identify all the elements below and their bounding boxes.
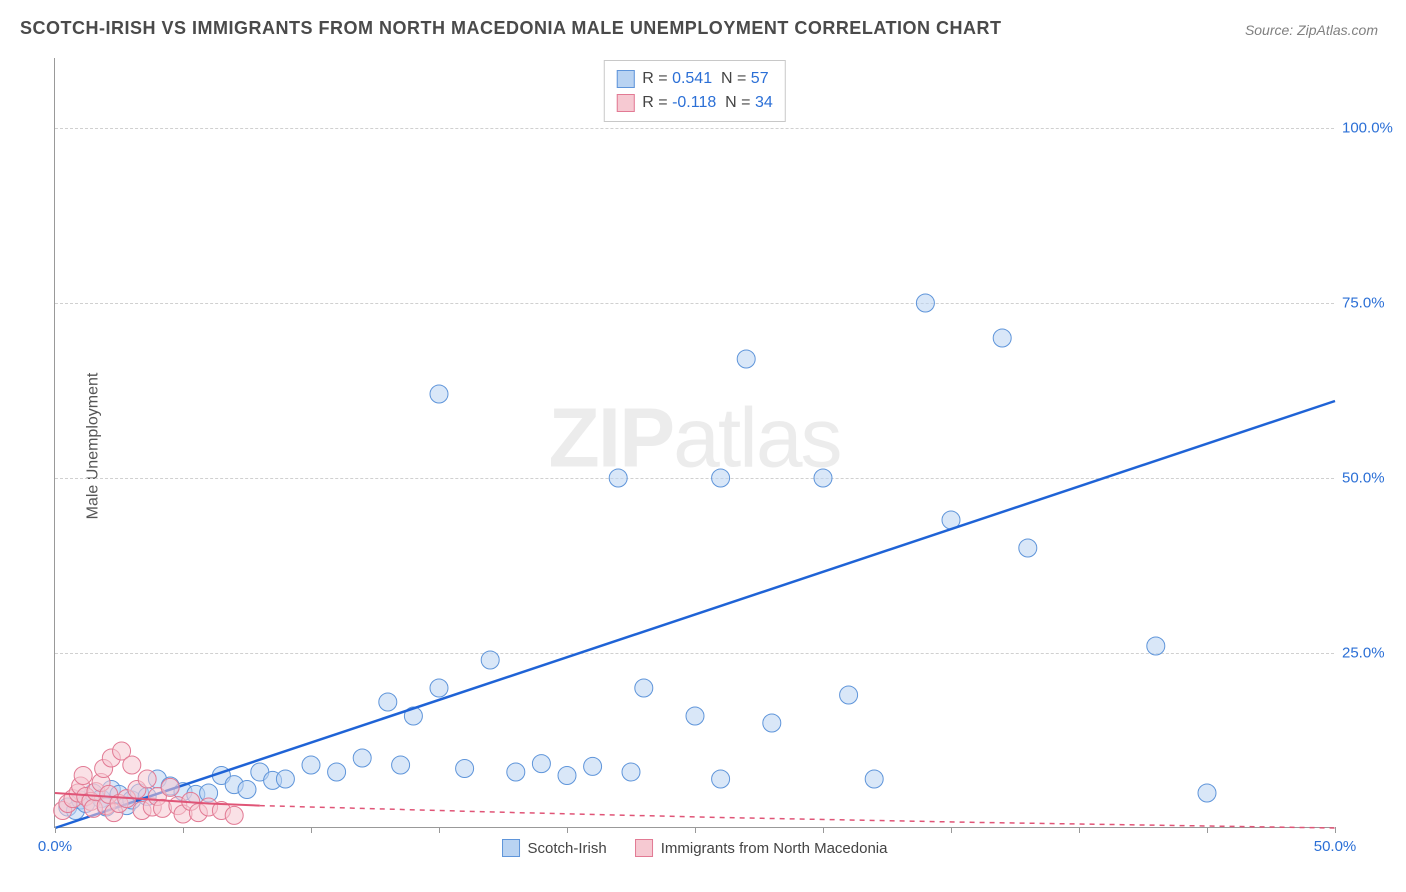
legend-item: Scotch-Irish [502,839,607,857]
y-tick-label: 75.0% [1342,295,1398,312]
legend-item: Immigrants from North Macedonia [635,839,888,857]
x-tick [1207,827,1208,833]
scatter-point [712,770,730,788]
legend-swatch [616,94,634,112]
legend-swatch [616,70,634,88]
scatter-point [622,763,640,781]
y-tick-label: 100.0% [1342,120,1398,137]
stats-row: R = 0.541 N = 57 [616,67,772,91]
scatter-point [916,294,934,312]
legend-label: Scotch-Irish [528,840,607,857]
scatter-point [814,469,832,487]
legend-swatch [635,839,653,857]
x-tick-label: 0.0% [38,838,72,855]
legend-label: Immigrants from North Macedonia [661,840,888,857]
x-tick [951,827,952,833]
trend-curve-dashed [260,806,1335,828]
scatter-point [865,770,883,788]
scatter-point [712,469,730,487]
scatter-point [1147,637,1165,655]
plot-area: ZIPatlas R = 0.541 N = 57R = -0.118 N = … [54,58,1334,828]
x-tick [567,827,568,833]
x-tick [183,827,184,833]
x-tick [823,827,824,833]
scatter-point [430,679,448,697]
x-tick [439,827,440,833]
scatter-point [840,686,858,704]
scatter-point [123,756,141,774]
scatter-point [763,714,781,732]
scatter-point [609,469,627,487]
scatter-point [302,756,320,774]
y-tick-label: 25.0% [1342,645,1398,662]
x-tick [1335,827,1336,833]
scatter-point [138,770,156,788]
x-tick [311,827,312,833]
x-tick [55,827,56,833]
legend-swatch [502,839,520,857]
scatter-point [584,757,602,775]
scatter-point [353,749,371,767]
scatter-point [328,763,346,781]
source-attribution: Source: ZipAtlas.com [1245,22,1378,38]
scatter-point [74,767,92,785]
stats-text: R = 0.541 N = 57 [642,67,768,91]
y-tick-label: 50.0% [1342,470,1398,487]
trend-line [55,401,1335,828]
x-tick [1079,827,1080,833]
scatter-point [993,329,1011,347]
chart-title: SCOTCH-IRISH VS IMMIGRANTS FROM NORTH MA… [20,18,1001,39]
scatter-point [507,763,525,781]
scatter-point [737,350,755,368]
scatter-point [392,756,410,774]
scatter-point [276,770,294,788]
scatter-point [686,707,704,725]
scatter-point [1198,784,1216,802]
x-tick-label: 50.0% [1314,838,1357,855]
scatter-point [481,651,499,669]
scatter-point [161,778,179,796]
series-legend: Scotch-Irish Immigrants from North Macedo… [502,839,888,857]
correlation-stats-legend: R = 0.541 N = 57R = -0.118 N = 34 [603,60,785,122]
scatter-point [558,767,576,785]
scatter-point [456,760,474,778]
x-tick [695,827,696,833]
scatter-point [238,781,256,799]
scatter-point [532,755,550,773]
scatter-point [430,385,448,403]
scatter-point [379,693,397,711]
chart-container: SCOTCH-IRISH VS IMMIGRANTS FROM NORTH MA… [0,0,1406,892]
stats-row: R = -0.118 N = 34 [616,91,772,115]
scatter-point [1019,539,1037,557]
scatter-point [635,679,653,697]
scatter-svg-layer [55,58,1334,827]
scatter-point [225,806,243,824]
stats-text: R = -0.118 N = 34 [642,91,772,115]
